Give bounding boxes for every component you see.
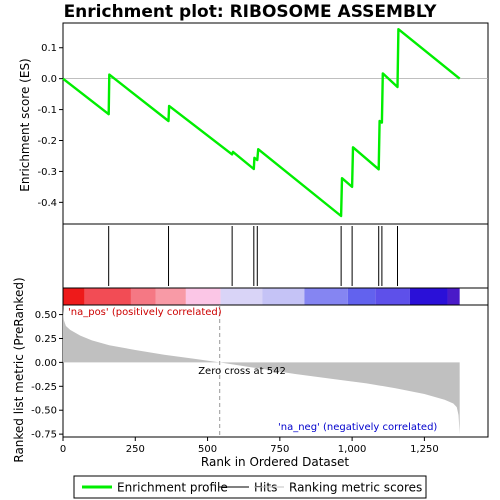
metric-y-tick-label: -0.50 [31, 406, 57, 417]
chart-title: Enrichment plot: RIBOSOME ASSEMBLY [64, 2, 438, 22]
negative-correlation-label: 'na_neg' (negatively correlated) [278, 422, 437, 433]
legend-label: Enrichment profile [117, 481, 228, 495]
x-tick-label: 750 [270, 444, 289, 455]
hits-panel [62, 223, 489, 289]
es-y-tick-label: -0.4 [37, 198, 57, 209]
colorbar-segment [130, 288, 156, 305]
x-tick-label: 500 [198, 444, 217, 455]
metric-panel: 0.50 0.25 0.00 -0.25 -0.50 -0.75 'na_pos' (po… [12, 277, 489, 463]
es-panel-frame [62, 22, 489, 225]
colorbar-segment [304, 288, 348, 305]
metric-y-tick-label: -0.25 [31, 382, 57, 393]
colorbar-segment [262, 288, 305, 305]
colorbar-segment [63, 288, 85, 305]
hit-lines [108, 226, 399, 286]
hits-panel-frame [62, 223, 489, 289]
metric-y-tick-label: 0.25 [35, 334, 57, 345]
es-y-tick-label: 0.1 [41, 43, 57, 54]
colorbar-segment [409, 288, 448, 305]
colorbar-segments [63, 288, 460, 305]
rank-colorbar [62, 287, 489, 306]
legend-box [73, 475, 427, 499]
es-y-tick-label: -0.2 [37, 136, 57, 147]
colorbar-segment [220, 288, 263, 305]
es-y-tick-label: -0.3 [37, 167, 57, 178]
es-y-axis-label: Enrichment score (ES) [18, 58, 32, 191]
colorbar-segment [447, 288, 460, 305]
zero-cross-label: Zero cross at 542 [198, 366, 286, 377]
legend-label: Ranking metric scores [289, 481, 422, 495]
metric-y-axis-label: Ranked list metric (PreRanked) [12, 277, 26, 462]
enrichment-profile-line [62, 28, 461, 218]
es-panel: 0.1 0.0 -0.1 -0.2 -0.3 -0.4 Enrichment score … [18, 22, 489, 225]
colorbar-segment [185, 288, 221, 305]
legend: Enrichment profile Hits Ranking metric sco… [73, 475, 427, 499]
x-tick-label: 250 [126, 444, 145, 455]
x-axis-label: Rank in Ordered Dataset [201, 455, 349, 469]
metric-y-ticks: 0.50 0.25 0.00 -0.25 -0.50 -0.75 [31, 310, 63, 441]
x-axis-ticks: 0 250 500 750 1,000 1,250 [60, 437, 439, 455]
metric-y-tick-label: 0.00 [35, 358, 57, 369]
x-tick-label: 0 [60, 444, 66, 455]
es-y-tick-label: 0.0 [41, 74, 57, 85]
positive-correlation-label: 'na_pos' (positively correlated) [68, 307, 222, 318]
metric-y-tick-label: 0.50 [35, 310, 57, 321]
es-y-ticks: 0.1 0.0 -0.1 -0.2 -0.3 -0.4 [37, 43, 63, 209]
colorbar-segment [84, 288, 131, 305]
es-y-tick-label: -0.1 [37, 105, 57, 116]
ranking-metric-area [63, 308, 460, 435]
colorbar-segment [375, 288, 410, 305]
colorbar-segment [155, 288, 186, 305]
x-tick-label: 1,250 [410, 444, 439, 455]
x-tick-label: 1,000 [338, 444, 367, 455]
legend-entries: Enrichment profile Hits Ranking metric sco… [82, 481, 422, 495]
metric-y-tick-label: -0.75 [31, 430, 57, 441]
colorbar-segment [347, 288, 376, 305]
